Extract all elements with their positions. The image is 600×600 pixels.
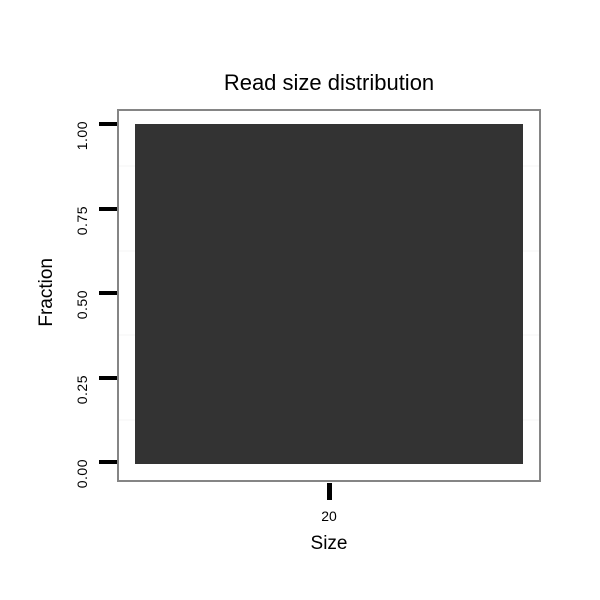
y-tick-label: 0.75 [74, 205, 90, 235]
y-tick-label: 0.25 [74, 374, 90, 404]
y-tick-mark [99, 122, 117, 126]
y-axis-title: Fraction [36, 258, 57, 327]
histogram-bar [135, 124, 523, 464]
y-tick-mark [99, 460, 117, 464]
y-tick-mark [99, 206, 117, 211]
y-tick-mark [99, 291, 117, 295]
chart-title: Read size distribution [223, 70, 435, 95]
x-tick-mark [327, 483, 332, 500]
y-tick-mark [99, 375, 117, 380]
x-axis-title: Size [310, 533, 348, 554]
y-tick-label: 0.00 [74, 459, 90, 489]
x-tick-label: 20 [321, 508, 337, 524]
y-tick-label: 1.00 [74, 121, 90, 151]
plot-panel [117, 109, 541, 482]
y-tick-label: 0.50 [74, 290, 90, 320]
